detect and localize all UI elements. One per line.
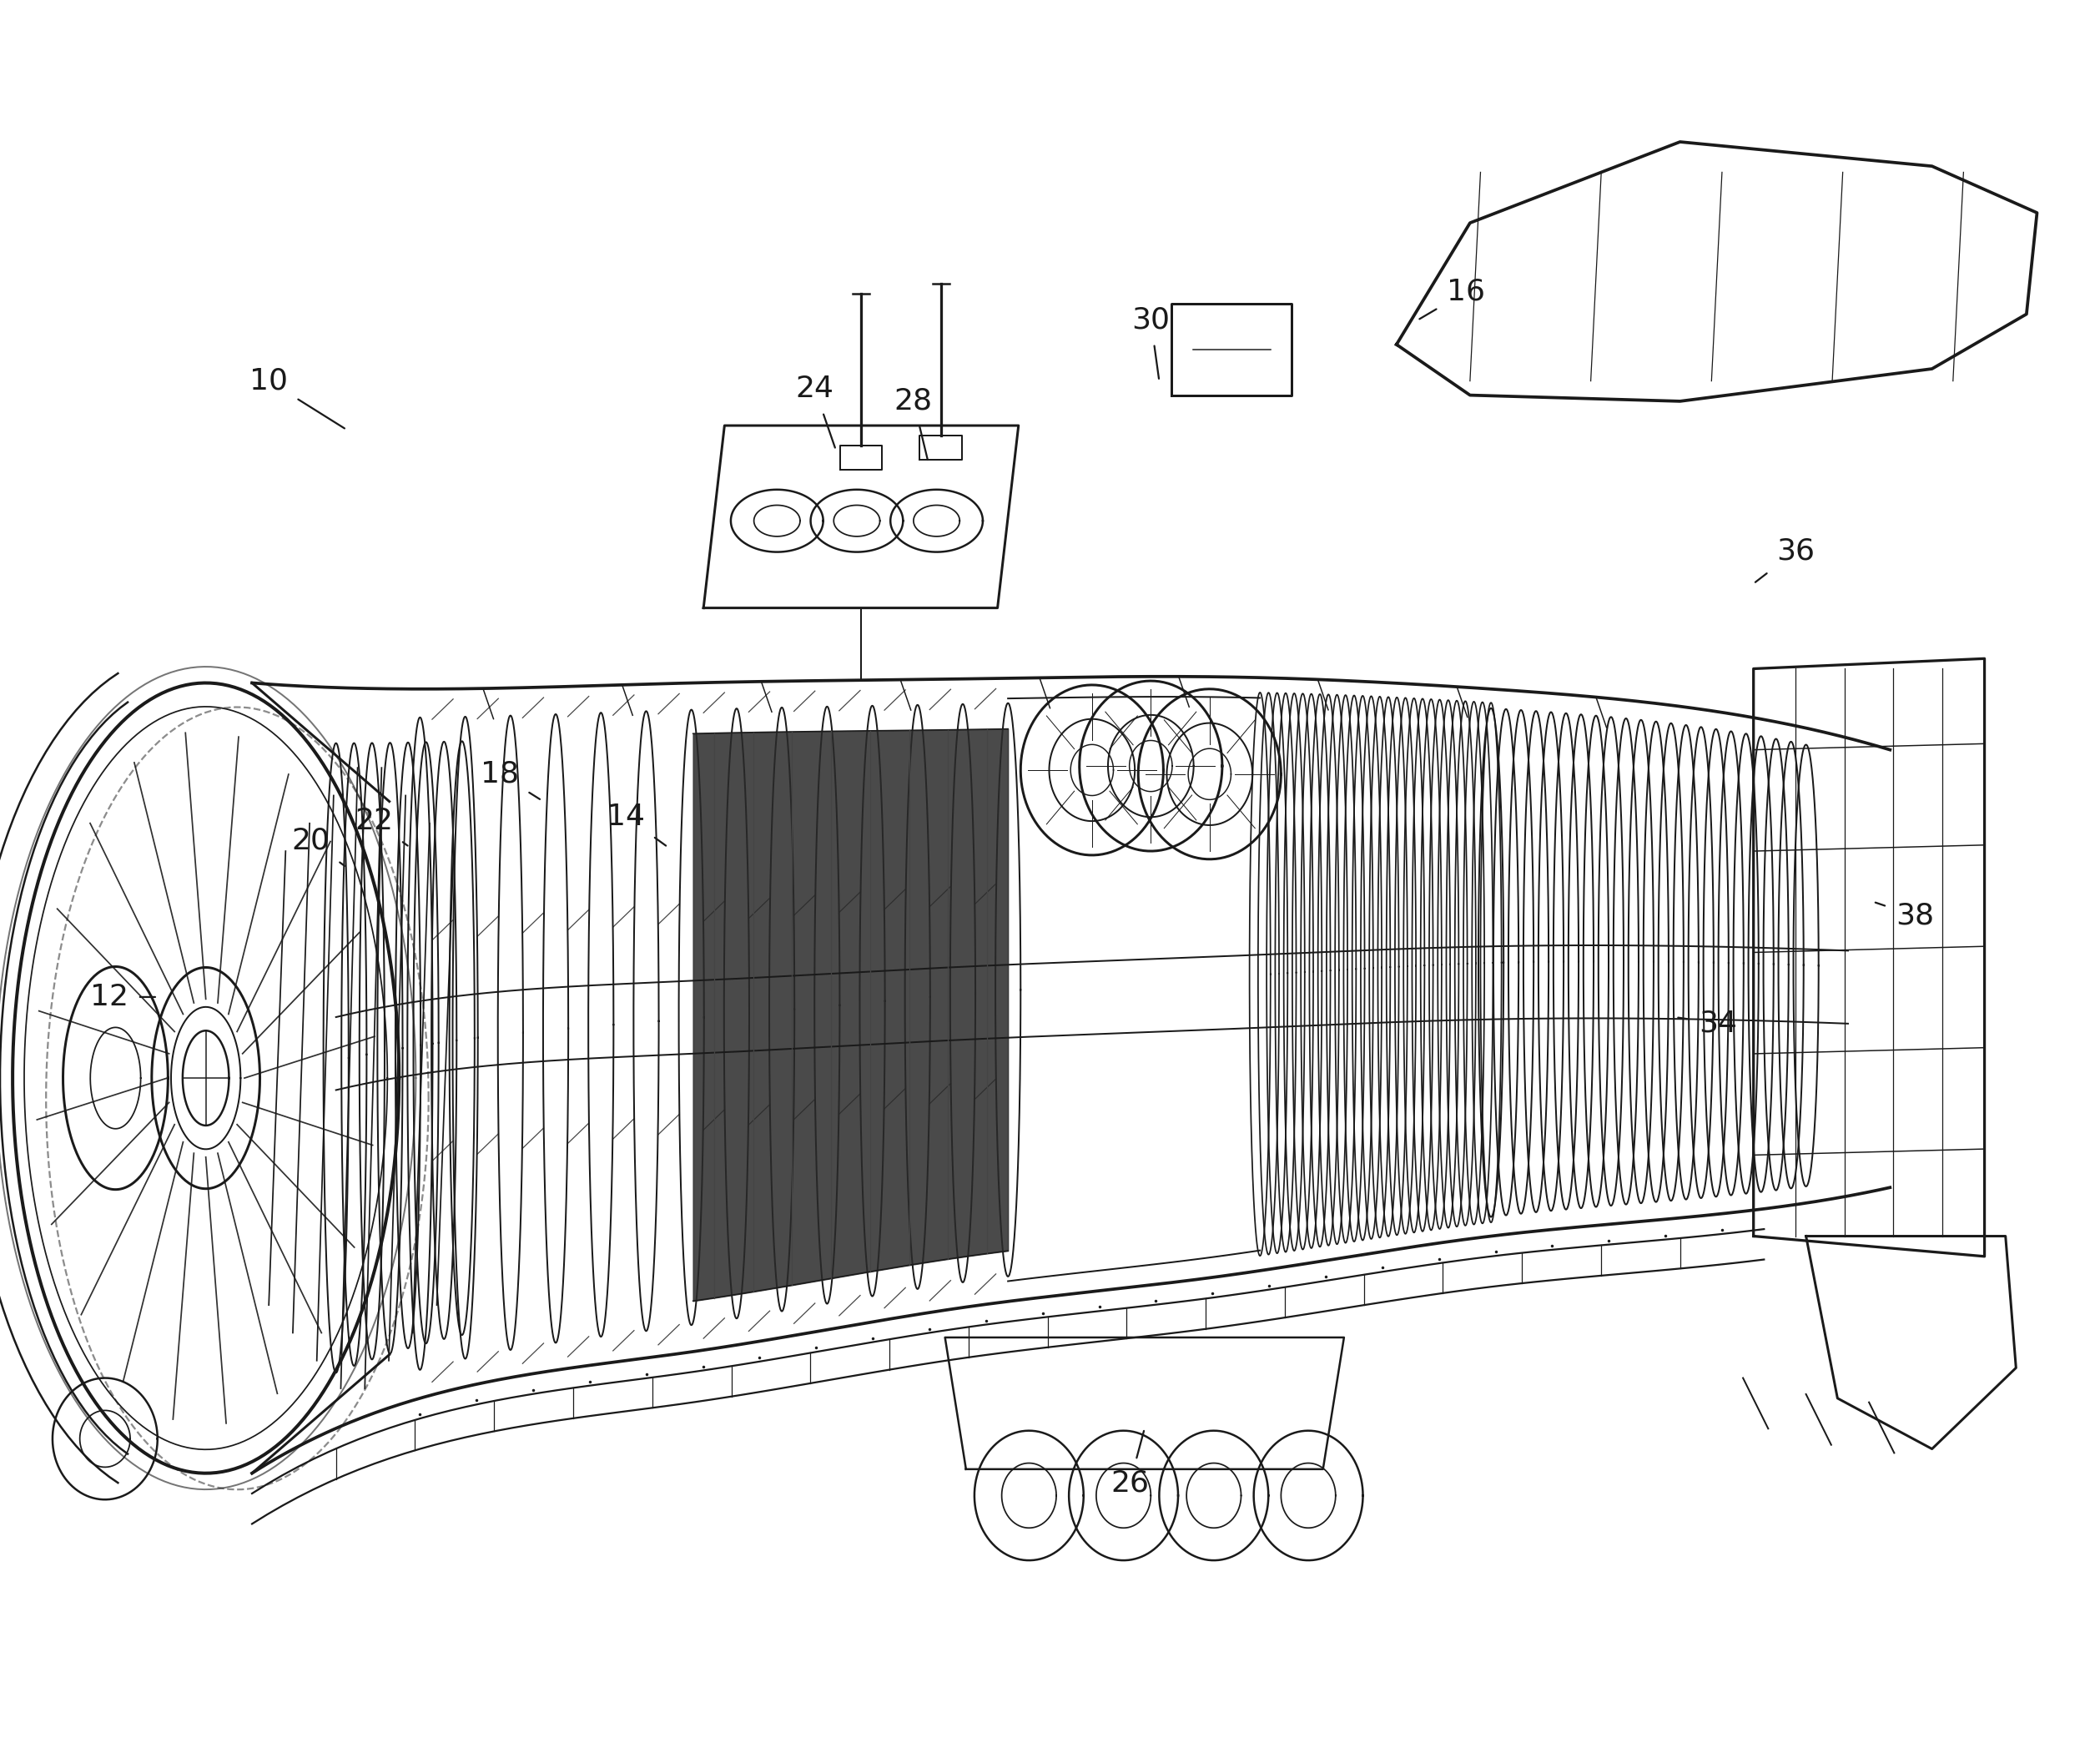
Text: 26: 26 [1111, 1432, 1149, 1497]
Text: 12: 12 [90, 982, 155, 1012]
Text: 10: 10 [250, 367, 344, 428]
Text: 24: 24 [796, 376, 836, 448]
Text: 22: 22 [355, 806, 407, 846]
Text: 14: 14 [607, 802, 666, 846]
Text: 28: 28 [895, 388, 932, 460]
Text: 18: 18 [481, 760, 540, 799]
Text: 36: 36 [1756, 538, 1814, 582]
Text: 20: 20 [292, 827, 344, 866]
Text: 38: 38 [1875, 901, 1934, 931]
Text: 34: 34 [1678, 1008, 1737, 1038]
Text: 30: 30 [1132, 307, 1170, 379]
Text: 16: 16 [1420, 277, 1485, 319]
